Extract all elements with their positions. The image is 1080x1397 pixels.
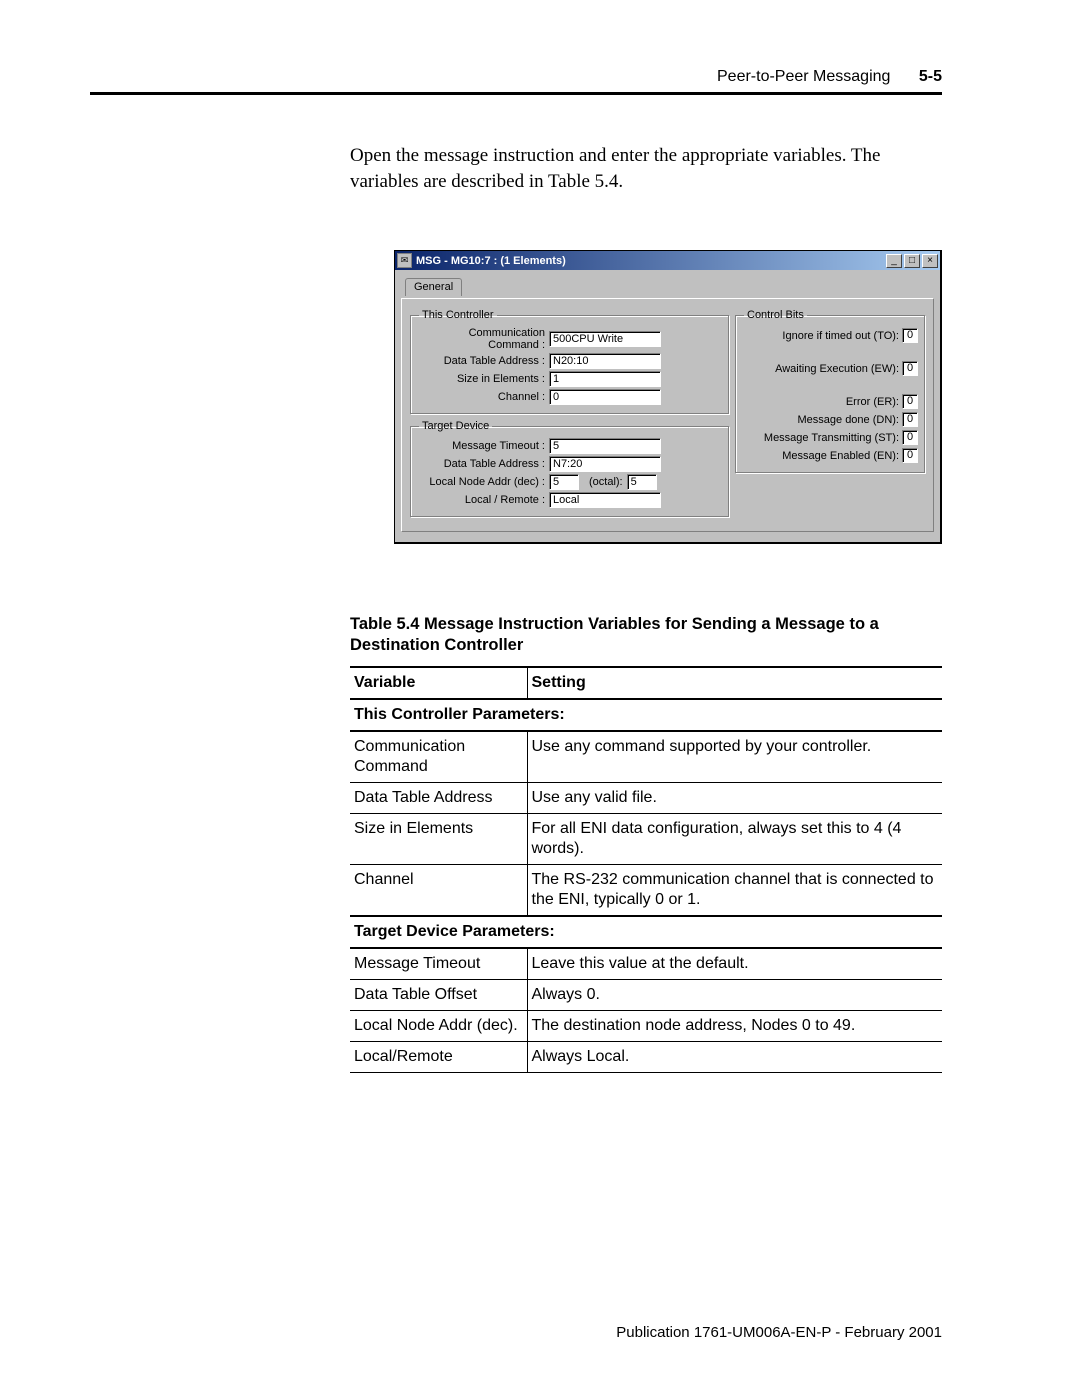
legend-target-device: Target Device	[419, 420, 492, 432]
label-to: Ignore if timed out (TO):	[782, 330, 899, 342]
table-row: Message TimeoutLeave this value at the d…	[350, 948, 942, 980]
label-timeout: Message Timeout :	[417, 440, 549, 452]
label-ew: Awaiting Execution (EW):	[775, 363, 899, 375]
table-row: Data Table AddressUse any valid file.	[350, 782, 942, 813]
val-er: 0	[902, 394, 918, 409]
table-row: ChannelThe RS-232 communication channel …	[350, 864, 942, 916]
label-en: Message Enabled (EN):	[782, 450, 899, 462]
section-title: Peer-to-Peer Messaging	[717, 68, 890, 85]
th-variable: Variable	[350, 667, 527, 699]
label-st: Message Transmitting (ST):	[764, 432, 899, 444]
label-locrem: Local / Remote :	[417, 494, 549, 506]
publication-footer: Publication 1761-UM006A-EN-P - February …	[616, 1324, 942, 1341]
field-node-dec[interactable]: 5	[549, 474, 579, 490]
field-timeout[interactable]: 5	[549, 438, 661, 454]
field-dta[interactable]: N20:10	[549, 353, 661, 369]
msg-dialog: ✉ MSG - MG10:7 : (1 Elements) _ □ × Gene…	[394, 250, 942, 544]
table-row: Local Node Addr (dec).The destination no…	[350, 1010, 942, 1041]
legend-this-controller: This Controller	[419, 309, 497, 321]
label-size: Size in Elements :	[417, 373, 549, 385]
page-header: Peer-to-Peer Messaging 5-5	[90, 68, 942, 86]
variables-table: Variable Setting This Controller Paramet…	[350, 666, 942, 1073]
label-channel: Channel :	[417, 391, 549, 403]
val-st: 0	[902, 430, 918, 445]
val-to: 0	[902, 328, 918, 343]
label-td-dta: Data Table Address :	[417, 458, 549, 470]
label-comm-cmd: Communication Command :	[417, 327, 549, 351]
val-en: 0	[902, 448, 918, 463]
page-number: 5-5	[919, 68, 942, 85]
field-channel[interactable]: 0	[549, 389, 661, 405]
tab-general[interactable]: General	[405, 278, 462, 296]
th-setting: Setting	[527, 667, 942, 699]
intro-paragraph: Open the message instruction and enter t…	[350, 143, 942, 194]
label-node: Local Node Addr (dec) :	[417, 476, 549, 488]
field-node-oct[interactable]: 5	[627, 474, 657, 490]
label-dn: Message done (DN):	[798, 414, 900, 426]
maximize-button[interactable]: □	[904, 254, 920, 268]
group-control-bits: Control Bits Ignore if timed out (TO):0 …	[735, 309, 925, 473]
table-row: Size in ElementsFor all ENI data configu…	[350, 813, 942, 864]
field-td-dta[interactable]: N7:20	[549, 456, 661, 472]
group-this-controller: This Controller Communication Command : …	[410, 309, 729, 414]
titlebar: ✉ MSG - MG10:7 : (1 Elements) _ □ ×	[395, 251, 940, 270]
minimize-button[interactable]: _	[886, 254, 902, 268]
app-icon: ✉	[397, 253, 412, 268]
label-dta: Data Table Address :	[417, 355, 549, 367]
section-target-device: Target Device Parameters:	[350, 916, 942, 948]
close-button[interactable]: ×	[922, 254, 938, 268]
section-this-controller: This Controller Parameters:	[350, 699, 942, 731]
dialog-title: MSG - MG10:7 : (1 Elements)	[416, 255, 884, 267]
table-row: Communication CommandUse any command sup…	[350, 731, 942, 783]
val-dn: 0	[902, 412, 918, 427]
table-row: Data Table OffsetAlways 0.	[350, 979, 942, 1010]
header-rule	[90, 92, 942, 95]
legend-control-bits: Control Bits	[744, 309, 807, 321]
field-locrem[interactable]: Local	[549, 492, 661, 508]
group-target-device: Target Device Message Timeout : 5 Data T…	[410, 420, 729, 517]
table-caption: Table 5.4 Message Instruction Variables …	[350, 614, 942, 655]
label-octal: (octal):	[589, 476, 623, 488]
val-ew: 0	[902, 361, 918, 376]
table-row: Local/RemoteAlways Local.	[350, 1041, 942, 1072]
label-er: Error (ER):	[846, 396, 899, 408]
field-size[interactable]: 1	[549, 371, 661, 387]
field-comm-cmd[interactable]: 500CPU Write	[549, 331, 661, 347]
